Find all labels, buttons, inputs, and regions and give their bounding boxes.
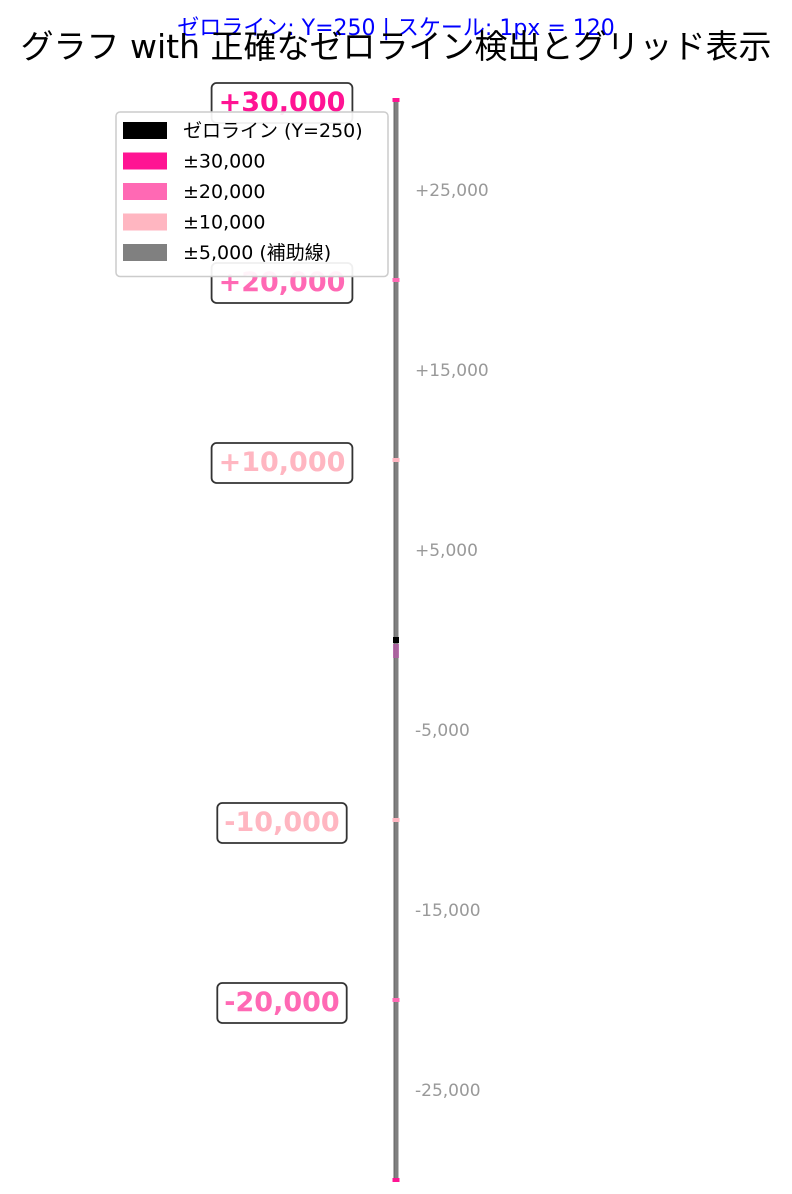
y-tick-label: -25,000	[415, 1081, 481, 1101]
legend-label: ±30,000	[183, 151, 265, 173]
level-label-box	[216, 802, 348, 844]
level-label: -10,000	[216, 802, 348, 844]
zero-crossing-marker	[393, 644, 399, 658]
level-label-text: -10,000	[224, 807, 339, 838]
grid-level-marker	[392, 98, 400, 102]
y-tick-label: -5,000	[415, 721, 470, 741]
legend-swatch	[123, 213, 167, 231]
legend-box	[115, 111, 389, 278]
y-tick-label: +25,000	[415, 181, 489, 201]
grid-level-marker	[392, 278, 400, 282]
y-tick-label: -15,000	[415, 901, 481, 921]
level-label-box	[210, 442, 354, 484]
legend-label: ±20,000	[183, 181, 265, 203]
legend-swatch	[123, 183, 167, 200]
level-label: +10,000	[210, 442, 354, 484]
zero-line-marker	[393, 637, 399, 643]
legend-label: ゼロライン (Y=250)	[183, 120, 363, 142]
level-label-text: +10,000	[219, 447, 346, 478]
y-tick-labels: +25,000 +15,000 +5,000 -5,000 -15,000 -25,000	[415, 181, 489, 1101]
level-label-box	[216, 982, 348, 1024]
plot-area	[392, 98, 400, 1182]
level-labels: +30,000+20,000+10,000-10,000-20,000	[210, 82, 354, 1024]
legend-label: ±5,000 (補助線)	[183, 242, 331, 264]
legend: ゼロライン (Y=250) ±30,000 ±20,000 ±10,000 ±5,000…	[115, 111, 389, 278]
grid-level-marker	[392, 1178, 400, 1182]
grid-level-marker	[392, 998, 400, 1002]
chart-subtitle: ゼロライン: Y=250 | スケール: 1px = 120	[177, 16, 614, 41]
y-tick-label: +5,000	[415, 541, 478, 561]
chart-title: グラフ with 正確なゼロライン検出とグリッド表示	[21, 27, 772, 66]
legend-swatch	[123, 122, 167, 139]
legend-swatch	[123, 244, 167, 261]
grid-level-marker	[392, 458, 400, 462]
y-tick-label: +15,000	[415, 361, 489, 381]
level-label: -20,000	[216, 982, 348, 1024]
legend-swatch	[123, 152, 167, 170]
level-label-text: -20,000	[224, 987, 339, 1018]
grid-level-marker	[392, 818, 400, 822]
legend-label: ±10,000	[183, 212, 265, 234]
